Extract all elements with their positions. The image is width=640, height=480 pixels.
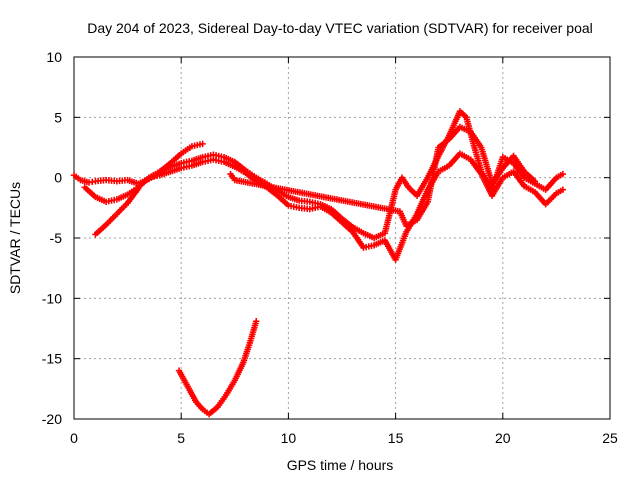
y-tick-label: -15: [42, 351, 62, 367]
data-point: [199, 140, 206, 148]
x-tick-label: 0: [70, 430, 78, 446]
x-tick-label: 15: [388, 430, 404, 446]
data-point: [253, 318, 260, 325]
x-tick-label: 10: [281, 430, 297, 446]
series-early-diagonal: [92, 185, 142, 238]
x-tick-label: 5: [177, 430, 185, 446]
x-tick-label: 20: [495, 430, 511, 446]
data-point: [559, 186, 567, 193]
data-point: [135, 185, 142, 192]
y-tick-label: -10: [42, 290, 62, 306]
series-scattered: [227, 123, 539, 230]
series-morning-rise: [145, 140, 206, 181]
x-tick-label: 25: [602, 430, 618, 446]
data-marks: [70, 108, 567, 418]
data-point: [559, 170, 567, 178]
series-dip-curve: [175, 318, 260, 418]
y-tick-label: -20: [42, 411, 62, 427]
chart-title: Day 204 of 2023, Sidereal Day-to-day VTE…: [87, 20, 593, 36]
y-axis-label: SDTVAR / TECUs: [7, 182, 23, 294]
ticks: 0 5 10 15 20 25 -20 -15 -10 -5 0 5 10: [42, 49, 618, 446]
y-tick-label: 10: [46, 49, 62, 65]
y-tick-label: -5: [50, 230, 63, 246]
y-tick-label: 5: [54, 109, 62, 125]
x-axis-label: GPS time / hours: [287, 457, 394, 473]
data-point: [531, 178, 539, 185]
y-tick-label: 0: [54, 170, 62, 186]
